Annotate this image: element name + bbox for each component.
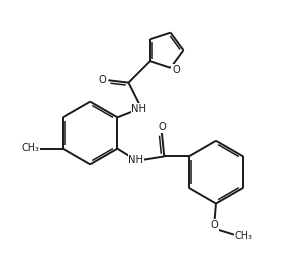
Text: CH₃: CH₃ [235, 231, 252, 241]
Text: O: O [158, 122, 166, 132]
Text: CH₃: CH₃ [21, 143, 39, 153]
Text: NH: NH [131, 104, 146, 114]
Text: O: O [172, 65, 180, 75]
Text: NH: NH [128, 155, 144, 165]
Text: O: O [98, 75, 106, 85]
Text: O: O [211, 220, 218, 230]
